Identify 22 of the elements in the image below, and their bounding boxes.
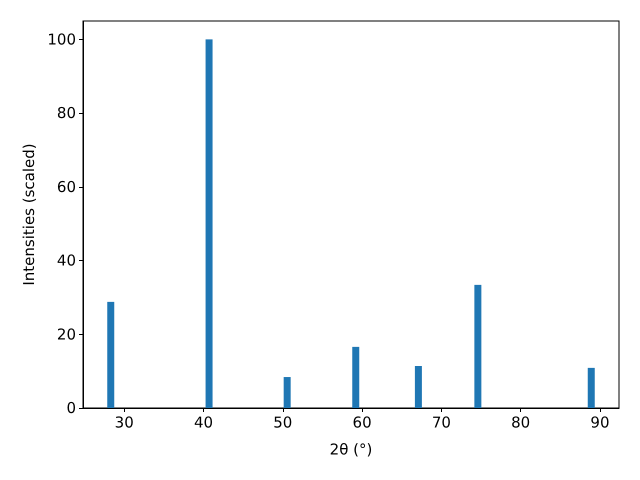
- x-tick-label: 60: [352, 414, 372, 432]
- y-tick-label: 60: [56, 178, 76, 196]
- bar: [588, 368, 595, 408]
- x-tick-label: 70: [432, 414, 451, 432]
- x-tick-label: 50: [273, 414, 292, 432]
- x-tick-label: 30: [114, 414, 134, 432]
- x-tick-label: 90: [590, 414, 610, 432]
- x-tick-label: 40: [194, 414, 214, 432]
- y-tick-label: 80: [56, 104, 76, 122]
- x-tick-label: 80: [511, 414, 530, 432]
- y-axis-title: Intensities (scaled): [20, 143, 38, 286]
- y-tick-label: 20: [56, 325, 76, 344]
- bar: [352, 346, 360, 408]
- bar: [414, 366, 422, 408]
- y-tick-label: 100: [47, 30, 76, 48]
- x-axis-title: 2θ (°): [330, 440, 372, 458]
- bar: [206, 39, 213, 408]
- bar: [107, 302, 114, 408]
- bar: [474, 284, 482, 408]
- y-tick-label: 0: [66, 399, 76, 417]
- y-tick-label: 40: [56, 252, 76, 270]
- bar: [284, 377, 291, 408]
